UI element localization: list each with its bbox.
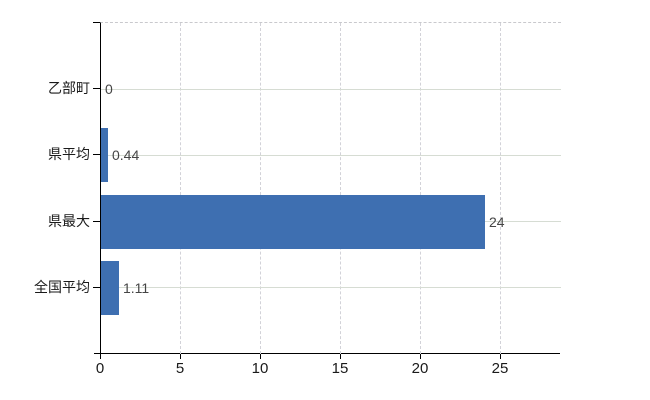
h-gridline (101, 155, 561, 156)
bar (101, 261, 119, 315)
v-gridline (260, 23, 261, 354)
y-tick (93, 221, 100, 222)
x-tick-label: 0 (95, 360, 105, 377)
bar-value-label: 1.11 (123, 280, 150, 296)
x-tick (100, 354, 101, 359)
category-label: 乙部町 (48, 80, 90, 96)
x-tick-label: 15 (331, 360, 349, 377)
bar (101, 195, 485, 249)
plot-area: 0 0.44 24 1.11 (100, 22, 561, 354)
category-label: 県最大 (48, 213, 90, 229)
x-tick-label: 25 (491, 360, 509, 377)
category-label: 全国平均 (34, 279, 90, 295)
y-axis-top-tick (93, 22, 100, 23)
y-tick (93, 88, 100, 89)
x-tick-label: 20 (411, 360, 429, 377)
bar-value-label: 0 (105, 81, 113, 97)
x-tick-label: 5 (175, 360, 185, 377)
h-gridline (101, 89, 561, 90)
category-label: 県平均 (48, 146, 90, 162)
x-axis-line (94, 353, 560, 354)
x-tick (420, 354, 421, 359)
bar (101, 128, 108, 182)
x-tick (340, 354, 341, 359)
h-gridline (101, 287, 561, 288)
bar-value-label: 0.44 (112, 147, 140, 163)
x-tick-label: 10 (251, 360, 269, 377)
y-tick (93, 154, 100, 155)
x-tick (180, 354, 181, 359)
y-tick (93, 287, 100, 288)
v-gridline (500, 23, 501, 354)
x-tick (260, 354, 261, 359)
bar-value-label: 24 (489, 214, 505, 230)
x-tick (500, 354, 501, 359)
v-gridline (180, 23, 181, 354)
v-gridline (340, 23, 341, 354)
v-gridline (420, 23, 421, 354)
